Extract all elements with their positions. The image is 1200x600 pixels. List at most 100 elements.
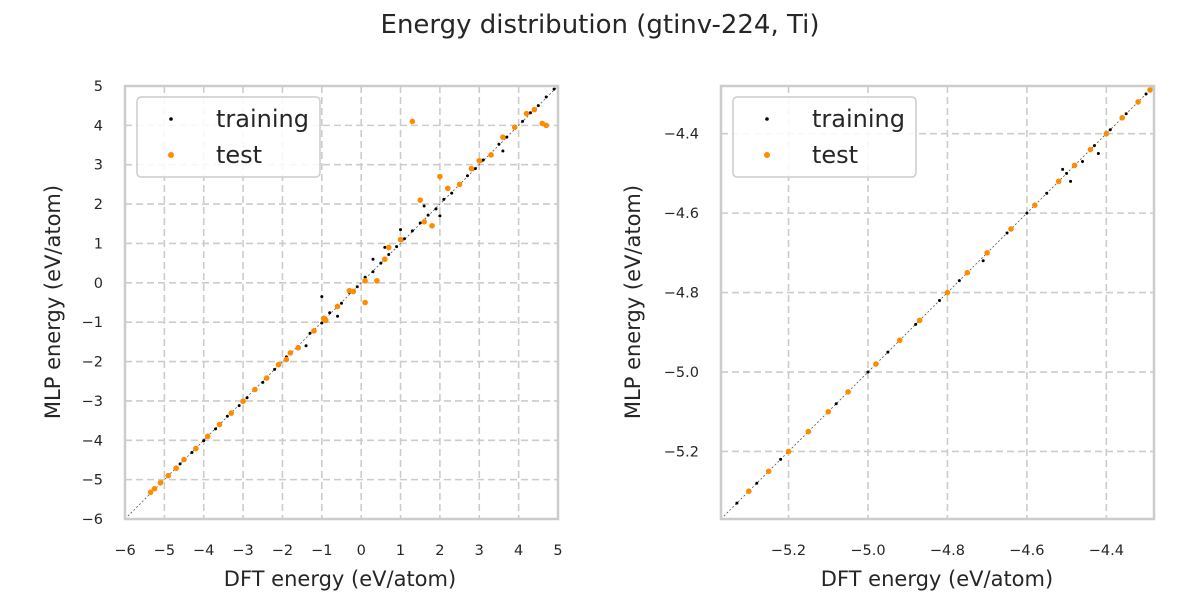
chart-right-training-point: [1045, 191, 1049, 195]
chart-right-training-point: [1061, 167, 1065, 171]
chart-right-test-point: [1032, 202, 1038, 208]
chart-left-training-point: [371, 257, 375, 261]
chart-left-training-point: [340, 301, 343, 305]
chart-right-training-point: [1080, 159, 1084, 163]
chart-right-legend-marker-training: [765, 117, 769, 121]
chart-right-test-point: [916, 317, 923, 324]
chart-right-test-point: [1008, 226, 1014, 232]
chart-left-ytick-label: −3: [82, 394, 103, 410]
chart-left-xtick-label: 0: [357, 543, 366, 559]
chart-left-training-point: [434, 207, 438, 211]
chart-left-test-point: [456, 181, 463, 188]
chart-right-training-point: [1025, 211, 1029, 215]
chart-right-training-point: [755, 481, 759, 485]
chart-left-xtick-label: 1: [396, 543, 405, 559]
chart-right-training-point: [866, 370, 870, 374]
chart-right-training-point: [1108, 128, 1112, 132]
chart-right-series-test: [746, 87, 1153, 494]
chart-left-test-point: [263, 375, 270, 381]
chart-left-xtick-label: 4: [514, 543, 523, 559]
chart-left-training-point: [422, 204, 426, 208]
chart-right-training-point: [1092, 144, 1096, 148]
chart-left-test-point: [409, 118, 416, 125]
chart-left-test-point: [181, 456, 187, 463]
chart-left-test-point: [385, 244, 392, 251]
chart-left-test-point: [362, 299, 368, 306]
chart-right-test-point: [873, 361, 879, 367]
chart-right-xtick-label: −5.0: [850, 543, 885, 559]
chart-left-frame: [123, 84, 560, 521]
chart-left-legend-marker-test: [168, 152, 174, 158]
chart-right-test-point: [1119, 114, 1126, 121]
chart-left-training-point: [501, 149, 505, 153]
chart-right-training-point: [957, 279, 961, 283]
figure-title: Energy distribution (gtinv-224, Ti): [381, 10, 820, 40]
chart-left-training-point: [399, 228, 403, 232]
chart-left-training-point: [225, 414, 229, 418]
chart-left-training-point: [379, 261, 383, 265]
chart-left-ytick-label: −5: [82, 473, 103, 489]
chart-left-training-point: [320, 321, 324, 325]
chart-left-test-point: [240, 398, 246, 405]
chart-right-legend-label-test: test: [812, 141, 858, 169]
chart-right-training-point: [1069, 179, 1073, 183]
chart-left-test-point: [500, 134, 506, 140]
chart-left-training-point: [528, 111, 532, 115]
chart-left-training-point: [383, 245, 387, 249]
chart-left-xtick-label: 2: [435, 543, 444, 559]
chart-right-training-point: [1124, 112, 1128, 116]
chart-right-training-point: [1144, 92, 1148, 96]
chart-left-test-point: [437, 173, 443, 180]
chart-left-training-point: [363, 275, 367, 279]
chart-left-training-point: [304, 344, 308, 348]
chart-left-test-point: [228, 410, 235, 416]
chart-left-xtick-label: 3: [475, 543, 484, 559]
chart-right-legend-box: [732, 96, 917, 178]
chart-left-test-point: [374, 278, 380, 284]
chart-right-test-point: [1103, 130, 1110, 137]
chart-right-xtick-label: −4.6: [1009, 543, 1044, 559]
chart-left-training-point: [465, 174, 469, 178]
chart-left-test-point: [444, 185, 451, 192]
chart-left-training-point: [418, 221, 422, 225]
chart-left-ytick-label: 0: [94, 276, 103, 292]
chart-left-xtick-label: −6: [114, 543, 135, 559]
chart-left-training-point: [402, 237, 406, 241]
chart-left-xtick-label: 5: [553, 543, 562, 559]
chart-right-training-point: [735, 501, 739, 505]
chart-left-training-point: [261, 380, 265, 384]
chart-right-test-point: [825, 408, 832, 415]
chart-left: DFT energy (eV/atom) MLP energy (eV/atom…: [41, 79, 563, 591]
chart-left-training-point: [328, 311, 332, 315]
chart-left-ylabel: MLP energy (eV/atom): [41, 185, 65, 419]
chart-left-training-point: [245, 396, 249, 400]
chart-left-training-point: [371, 270, 375, 274]
chart-right-xlabel: DFT energy (eV/atom): [821, 567, 1053, 591]
chart-right-xtick-label: −4.8: [930, 543, 965, 559]
chart-right-legend-label-training: training: [812, 105, 905, 133]
chart-right-test-point: [1055, 178, 1062, 185]
chart-right-test-point: [1147, 87, 1153, 93]
chart-left-ytick-label: 2: [94, 197, 103, 213]
chart-left-test-point: [334, 303, 341, 310]
chart-left-legend-label-training: training: [216, 105, 309, 133]
chart-right-training-point: [1005, 231, 1009, 235]
chart-right-ytick-label: −4.4: [664, 127, 699, 143]
chart-right-test-point: [805, 428, 812, 435]
chart-right-ytick-label: −5.2: [664, 444, 699, 460]
chart-left-ytick-label: −2: [82, 355, 103, 371]
chart-right-test-point: [746, 488, 752, 494]
chart-left-test-point: [165, 472, 172, 479]
chart-left-legend-label-test: test: [216, 141, 262, 169]
chart-left-training-point: [336, 314, 340, 318]
chart-left-test-point: [295, 344, 302, 351]
chart-left-training-point: [438, 214, 442, 218]
chart-left-xtick-label: −5: [154, 543, 175, 559]
chart-left-test-point: [429, 222, 435, 229]
chart-right-test-point: [1087, 146, 1094, 153]
chart-left-training-point: [178, 462, 182, 466]
chart-right-training-point: [914, 322, 918, 326]
chart-left-ytick-label: 4: [94, 118, 103, 134]
chart-right-training-point: [937, 299, 941, 303]
